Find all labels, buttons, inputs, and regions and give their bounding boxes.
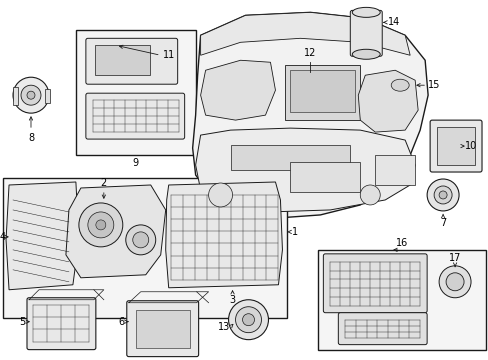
Text: 15: 15 (427, 80, 440, 90)
FancyBboxPatch shape (323, 254, 426, 313)
Polygon shape (200, 60, 275, 120)
Ellipse shape (351, 49, 380, 59)
Circle shape (228, 300, 268, 339)
Ellipse shape (387, 76, 412, 94)
Text: 14: 14 (387, 17, 400, 27)
Polygon shape (165, 182, 282, 288)
Bar (318, 250, 485, 350)
Bar (136, 310, 189, 348)
Text: 16: 16 (395, 238, 407, 248)
Text: 7: 7 (439, 218, 446, 228)
FancyBboxPatch shape (349, 10, 382, 56)
Text: 10: 10 (464, 141, 476, 151)
Bar (3, 178, 287, 318)
Circle shape (438, 266, 470, 298)
Polygon shape (200, 12, 409, 55)
Circle shape (133, 232, 148, 248)
Bar (45, 89, 50, 103)
Text: 12: 12 (304, 48, 316, 58)
Ellipse shape (351, 7, 380, 17)
Text: 1: 1 (292, 227, 298, 237)
Text: 17: 17 (448, 253, 460, 263)
Circle shape (125, 225, 155, 255)
Text: 11: 11 (163, 50, 175, 60)
Polygon shape (6, 182, 79, 290)
FancyBboxPatch shape (338, 313, 426, 345)
Bar (436, 127, 474, 165)
Polygon shape (192, 12, 427, 218)
Bar (290, 70, 355, 112)
Circle shape (21, 85, 41, 105)
Polygon shape (195, 128, 414, 212)
Text: 2: 2 (101, 178, 107, 188)
FancyBboxPatch shape (126, 301, 198, 357)
Ellipse shape (390, 79, 408, 91)
Bar (95, 45, 149, 75)
Circle shape (438, 191, 446, 199)
FancyBboxPatch shape (27, 298, 96, 350)
Circle shape (96, 220, 105, 230)
Text: 9: 9 (132, 158, 139, 168)
Circle shape (13, 77, 49, 113)
Text: 4: 4 (0, 232, 6, 242)
Circle shape (235, 307, 261, 333)
FancyBboxPatch shape (429, 120, 481, 172)
Circle shape (208, 183, 232, 207)
Circle shape (88, 212, 114, 238)
Circle shape (79, 203, 122, 247)
Circle shape (27, 91, 35, 99)
Polygon shape (66, 185, 165, 278)
FancyBboxPatch shape (86, 38, 177, 84)
Bar (230, 145, 349, 170)
Bar (290, 162, 360, 192)
Text: 8: 8 (28, 133, 34, 143)
Circle shape (445, 273, 463, 291)
Text: 5: 5 (19, 317, 25, 327)
Circle shape (360, 185, 380, 205)
Bar (374, 155, 414, 185)
Bar (76, 30, 195, 155)
Circle shape (433, 186, 451, 204)
Circle shape (242, 314, 254, 326)
Bar (13, 87, 18, 105)
Polygon shape (295, 72, 325, 95)
Circle shape (426, 179, 458, 211)
Polygon shape (358, 70, 417, 132)
FancyBboxPatch shape (86, 93, 184, 139)
Text: 3: 3 (229, 295, 235, 305)
Text: 6: 6 (119, 317, 124, 327)
Bar (285, 65, 360, 120)
Text: 13: 13 (218, 322, 230, 332)
